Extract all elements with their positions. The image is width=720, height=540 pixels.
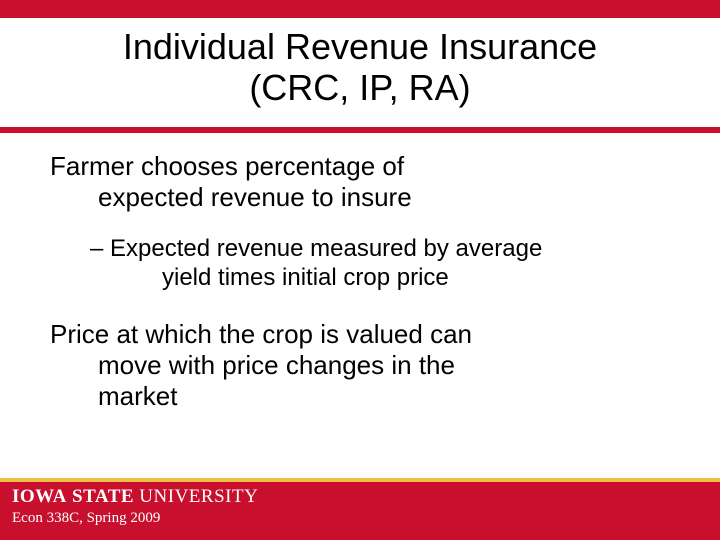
bullet-1-line2: expected revenue to insure (50, 182, 670, 213)
footer: IOWA STATE UNIVERSITY Econ 338C, Spring … (0, 478, 720, 540)
bullet-1-sub-line2: yield times initial crop price (90, 264, 670, 293)
bullet-1-line1: Farmer chooses percentage of (50, 151, 404, 181)
bullet-2-line3: market (50, 381, 670, 412)
top-red-bar (0, 0, 720, 18)
university-logo: IOWA STATE UNIVERSITY (12, 486, 708, 508)
bullet-1-sub-line1: – Expected revenue measured by average (90, 235, 542, 262)
title-line2: (CRC, IP, RA) (249, 67, 470, 108)
logo-state: STATE (72, 486, 134, 507)
course-label: Econ 338C, Spring 2009 (12, 510, 708, 527)
footer-body: IOWA STATE UNIVERSITY Econ 338C, Spring … (0, 482, 720, 540)
title-line1: Individual Revenue Insurance (123, 26, 597, 67)
bullet-2-line2: move with price changes in the (50, 350, 670, 381)
logo-university: UNIVERSITY (139, 486, 258, 507)
slide-title: Individual Revenue Insurance (CRC, IP, R… (40, 26, 680, 109)
content-area: Farmer chooses percentage of expected re… (0, 133, 720, 413)
title-block: Individual Revenue Insurance (CRC, IP, R… (0, 18, 720, 127)
bullet-1-sub: – Expected revenue measured by average y… (50, 235, 670, 293)
bullet-1: Farmer chooses percentage of expected re… (50, 151, 670, 213)
bullet-2-line1: Price at which the crop is valued can (50, 319, 472, 349)
logo-iowa: IOWA (12, 486, 67, 507)
bullet-2: Price at which the crop is valued can mo… (50, 319, 670, 413)
